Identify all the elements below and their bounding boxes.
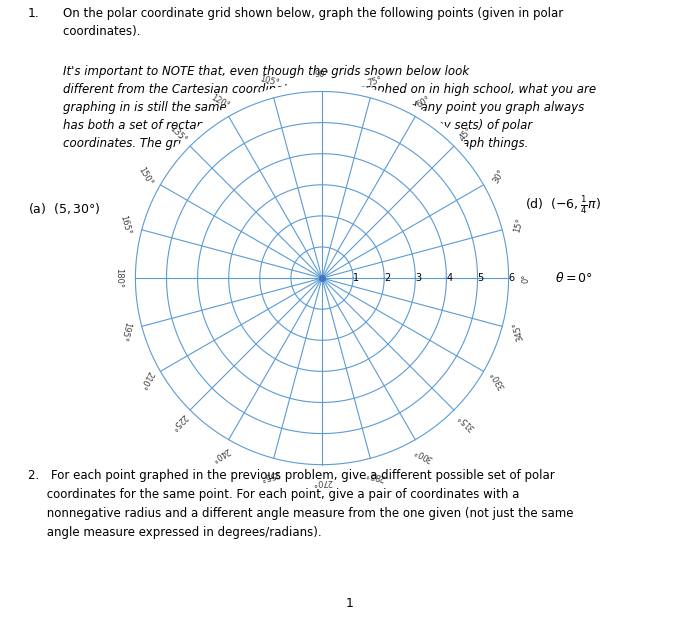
Text: 1: 1 [353,273,359,283]
Text: 270°: 270° [312,477,332,486]
Text: 330°: 330° [489,369,508,391]
Text: 165°: 165° [118,214,132,236]
Text: 0°: 0° [522,274,530,283]
Text: (d)  $(-6, \frac{1}{4}\pi)$: (d) $(-6, \frac{1}{4}\pi)$ [525,194,601,216]
Text: 4: 4 [447,273,452,283]
Text: (c)  $(3, -270°)$: (c) $(3, -270°)$ [385,201,480,216]
Text: 6: 6 [509,273,514,283]
Text: It's important to NOTE that, even though the grids shown below look
different fr: It's important to NOTE that, even though… [63,65,596,150]
Text: 135°: 135° [168,124,188,144]
Text: 2: 2 [384,273,391,283]
Text: 60°: 60° [415,94,433,109]
Text: 285°: 285° [364,468,386,482]
Text: 315°: 315° [456,412,476,432]
Text: 15°: 15° [512,217,525,234]
Text: 45°: 45° [458,126,475,142]
Text: 3: 3 [415,273,421,283]
Text: 225°: 225° [168,412,188,432]
Text: 120°: 120° [209,93,231,111]
Text: 105°: 105° [258,75,280,88]
Text: 30°: 30° [491,167,506,185]
Text: 2. For each point graphed in the previous problem, give a different possible set: 2. For each point graphed in the previou… [28,469,573,539]
Text: 210°: 210° [136,369,155,391]
Text: (a)  $(5, 30°)$: (a) $(5, 30°)$ [28,201,101,216]
Text: 1.: 1. [28,7,40,20]
Text: $\theta=0°$: $\theta=0°$ [555,271,594,285]
Text: 150°: 150° [136,166,155,187]
Text: 180°: 180° [114,268,122,288]
Text: On the polar coordinate grid shown below, graph the following points (given in p: On the polar coordinate grid shown below… [63,7,564,38]
Text: 1: 1 [346,597,354,610]
Text: 240°: 240° [209,446,231,463]
Text: 300°: 300° [413,446,435,463]
Text: 75°: 75° [366,75,383,88]
Text: 5: 5 [477,273,484,283]
Text: 255°: 255° [258,468,280,482]
Text: 345°: 345° [512,320,526,342]
Text: 195°: 195° [118,320,132,341]
Text: (b)  $(2, \frac{11}{6}\pi)$: (b) $(2, \frac{11}{6}\pi)$ [196,194,267,216]
Text: 90°: 90° [315,70,329,79]
